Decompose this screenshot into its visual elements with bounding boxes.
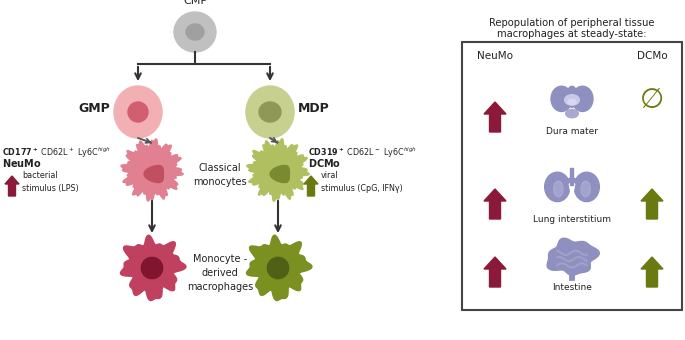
Ellipse shape	[564, 95, 580, 105]
FancyArrow shape	[5, 176, 19, 196]
Ellipse shape	[569, 265, 575, 275]
Text: Lung interstitium: Lung interstitium	[533, 215, 611, 223]
Ellipse shape	[114, 86, 162, 138]
Text: Monocyte -
derived
macrophages: Monocyte - derived macrophages	[187, 254, 253, 292]
Text: GMP: GMP	[78, 102, 110, 116]
Ellipse shape	[566, 86, 577, 107]
Ellipse shape	[551, 86, 572, 112]
Ellipse shape	[566, 109, 578, 118]
FancyArrow shape	[641, 257, 663, 287]
Ellipse shape	[186, 24, 204, 40]
Polygon shape	[144, 166, 163, 183]
Polygon shape	[575, 172, 599, 202]
Text: $\mathbf{NeuMo}$: $\mathbf{NeuMo}$	[2, 157, 42, 169]
Polygon shape	[545, 172, 569, 202]
Ellipse shape	[259, 102, 281, 122]
Text: viral
stimulus (CpG, IFNγ): viral stimulus (CpG, IFNγ)	[321, 171, 403, 193]
Text: DCMo: DCMo	[636, 51, 667, 61]
FancyArrow shape	[484, 102, 506, 132]
Ellipse shape	[553, 181, 563, 197]
Ellipse shape	[568, 99, 576, 105]
Text: Intestine: Intestine	[552, 283, 592, 291]
Text: Classical
monocytes: Classical monocytes	[193, 163, 247, 187]
Text: ∅: ∅	[640, 86, 664, 114]
Ellipse shape	[128, 102, 148, 122]
Circle shape	[141, 257, 162, 279]
FancyArrow shape	[484, 257, 506, 287]
Text: NeuMo: NeuMo	[477, 51, 513, 61]
Polygon shape	[121, 235, 186, 301]
Polygon shape	[547, 238, 599, 275]
Bar	[462, 42, 682, 310]
Text: MDP: MDP	[298, 102, 329, 116]
Polygon shape	[247, 235, 312, 301]
Text: CMP: CMP	[183, 0, 207, 6]
Text: Dura mater: Dura mater	[546, 128, 598, 136]
FancyArrow shape	[484, 189, 506, 219]
Text: $\mathbf{CD319^+}$ CD62L$^-$ Ly6C$^{high}$: $\mathbf{CD319^+}$ CD62L$^-$ Ly6C$^{high…	[308, 146, 417, 160]
Ellipse shape	[581, 181, 590, 197]
FancyArrow shape	[304, 176, 318, 196]
Ellipse shape	[246, 86, 294, 138]
Text: $\mathbf{DCMo}$: $\mathbf{DCMo}$	[308, 157, 341, 169]
Text: $\mathbf{CD177^+}$ CD62L$^+$ Ly6C$^{high}$: $\mathbf{CD177^+}$ CD62L$^+$ Ly6C$^{high…	[2, 146, 111, 160]
Ellipse shape	[572, 86, 593, 112]
Polygon shape	[121, 139, 183, 201]
FancyArrow shape	[641, 189, 663, 219]
Circle shape	[267, 257, 288, 279]
Text: bacterial
stimulus (LPS): bacterial stimulus (LPS)	[22, 171, 79, 193]
Polygon shape	[247, 139, 310, 201]
Ellipse shape	[174, 12, 216, 52]
Text: Repopulation of peripheral tissue: Repopulation of peripheral tissue	[489, 18, 655, 28]
Polygon shape	[270, 166, 289, 183]
Text: macrophages at steady-state:: macrophages at steady-state:	[497, 29, 647, 39]
